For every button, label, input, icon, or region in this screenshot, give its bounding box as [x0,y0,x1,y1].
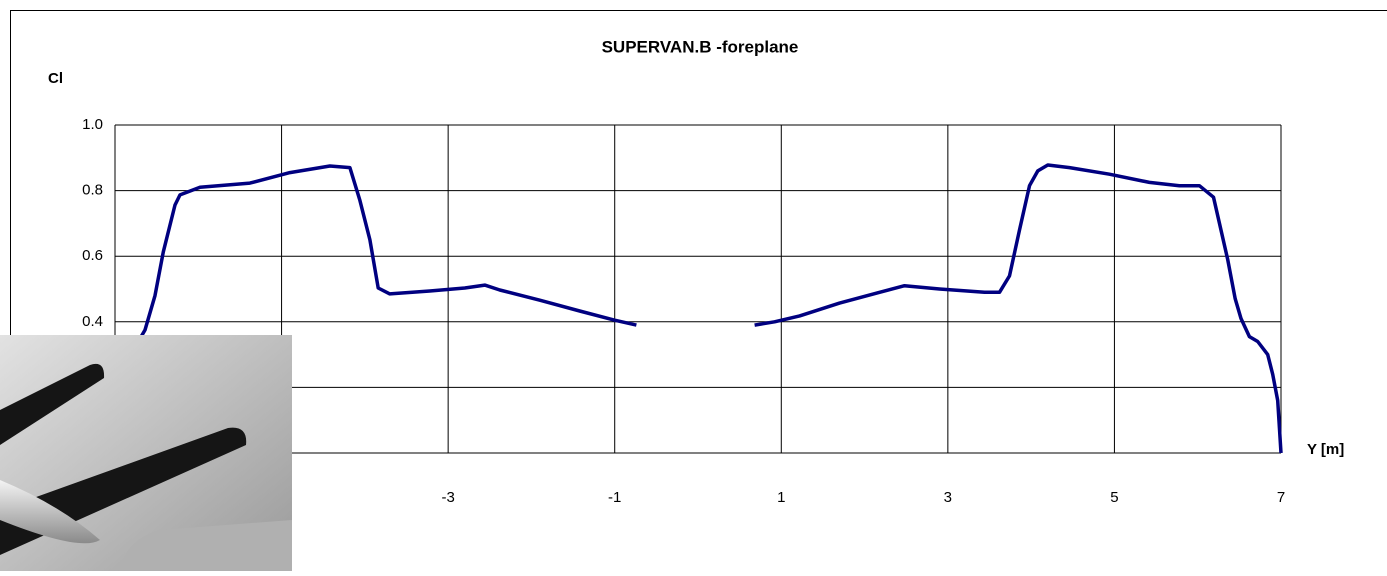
x-tick-label: -1 [608,489,621,506]
x-axis-label: Y [m] [1307,441,1344,458]
x-tick-label: 7 [1277,489,1285,506]
y-tick-label: 0.8 [82,182,103,199]
y-tick-label: 0.4 [82,313,103,330]
y-tick-label: 1.0 [82,116,103,133]
x-tick-label: 3 [944,489,952,506]
y-axis-label: Cl [48,70,63,87]
x-tick-label: 5 [1110,489,1118,506]
x-tick-label: -3 [441,489,454,506]
glider-render [0,335,292,571]
x-tick-label: 1 [777,489,785,506]
y-tick-label: 0.6 [82,247,103,264]
chart-title: SUPERVAN.B -foreplane [602,37,799,56]
